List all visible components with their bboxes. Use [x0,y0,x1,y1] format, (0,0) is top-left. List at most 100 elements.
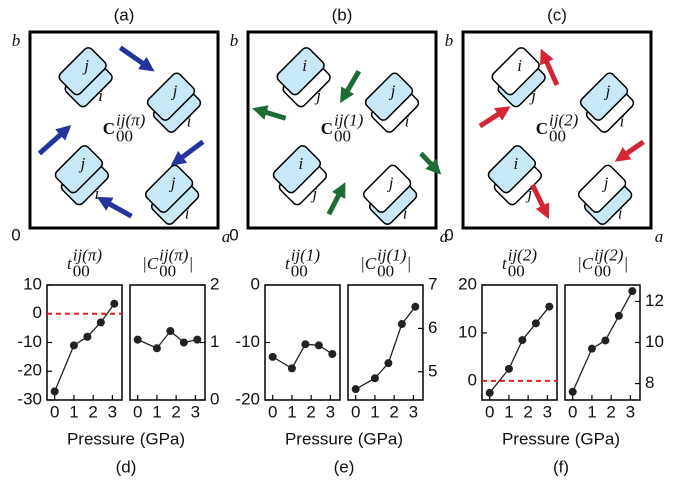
y-tick-label: -20 [17,361,42,380]
data-point [96,318,105,327]
site-label: j [169,174,176,193]
panel-label: (b) [332,5,353,24]
x-axis-label: Pressure (GPa) [67,429,185,448]
data-point [179,338,188,347]
axis-a: a [222,227,231,246]
dimer: ij [272,145,328,206]
site-label: j [387,174,394,193]
y-tick-label: 0 [251,274,260,293]
y-tick-label: -20 [235,389,260,408]
panel-label: (a) [114,5,135,24]
data-point [545,302,554,311]
molecule-front [364,72,414,121]
chart-title-sub: 00 [159,262,176,281]
data-point [328,350,337,358]
arrow [540,48,560,86]
unit-cell [246,30,438,230]
data-point [166,327,175,335]
x-tick-label: 2 [606,402,615,421]
chart-title-sup: ij(2) [594,246,624,265]
site-label: j [311,184,318,203]
plot-frame [347,284,424,401]
site-label: j [82,56,89,75]
origin: 0 [11,225,20,244]
x-axis-label: Pressure (GPa) [285,429,403,448]
site-label: j [389,82,396,101]
x-tick-label: 1 [69,402,78,421]
arrow [37,125,72,156]
site-label: i [620,112,625,131]
unit-cell [28,30,220,230]
x-tick-label: 0 [268,402,277,421]
molecule-front [272,145,322,194]
data-point [518,336,527,345]
data-line [54,303,115,392]
data-point [370,374,379,383]
x-tick-label: 3 [543,402,552,421]
axis-b: b [445,31,454,50]
chart-title-sup: ij(π) [73,246,103,265]
data-point [152,344,161,353]
x-axis-label: Pressure (GPa) [502,429,620,448]
axis-b: b [230,31,239,50]
site-label: i [405,112,410,131]
dimer: ji [579,72,635,133]
panel-label: (d) [116,457,137,476]
chart-title-main: |C [577,254,594,273]
molecule-front [144,164,194,213]
chart-title-sub: 00 [594,262,611,281]
data-point [83,332,92,341]
arrow [96,196,133,219]
site-label: i [185,204,190,223]
data-point [384,359,393,368]
y-tick-label: 1 [210,332,219,351]
arrow [419,151,442,175]
chart-title: t ij(2)00 [502,246,537,281]
chart-title-sub: 00 [291,262,308,281]
chart-title: t ij(π)00 [67,246,102,281]
chart-title-end: | [407,254,410,273]
site-label: i [618,204,623,223]
chart-title-sup: ij(1) [377,246,407,265]
y-tick-label: 8 [645,373,654,392]
center-label-sub: 00 [334,127,351,146]
x-tick-label: 1 [504,402,513,421]
site-label: i [98,86,103,105]
molecule-front [491,47,540,96]
axis-a: a [440,227,449,246]
data-point [268,352,277,361]
y-tick-label: 5 [428,361,437,380]
site-label: j [314,86,321,105]
x-tick-label: 1 [587,402,596,421]
y-tick-label: 0 [33,303,42,322]
data-point [287,364,296,373]
x-tick-label: 0 [50,402,59,421]
chart-title-sub: 00 [377,262,394,281]
x-tick-label: 3 [326,402,335,421]
arrow [170,139,205,166]
arrow [530,183,550,220]
chart-title-sub: 00 [508,262,525,281]
molecule-front [362,164,412,213]
center-label-sup: ij(1) [334,111,364,130]
dimer: ij [491,47,546,108]
molecule-front [276,47,325,96]
origin: 0 [229,225,238,244]
x-tick-label: 2 [306,402,315,421]
dimer: ij [487,145,543,206]
x-tick-label: 0 [133,402,142,421]
dimer: ji [362,164,418,225]
y-tick-label: 10 [458,322,477,341]
y-tick-label: -10 [235,332,260,351]
dimer: ji [146,72,202,133]
chart-title-main: |C [360,254,377,273]
center-label-main: C [321,119,333,138]
site-label: j [529,86,536,105]
y-tick-label: 12 [645,291,664,310]
plot-frame [129,284,206,401]
data-point [485,388,494,397]
y-tick-label: 0 [468,370,477,389]
